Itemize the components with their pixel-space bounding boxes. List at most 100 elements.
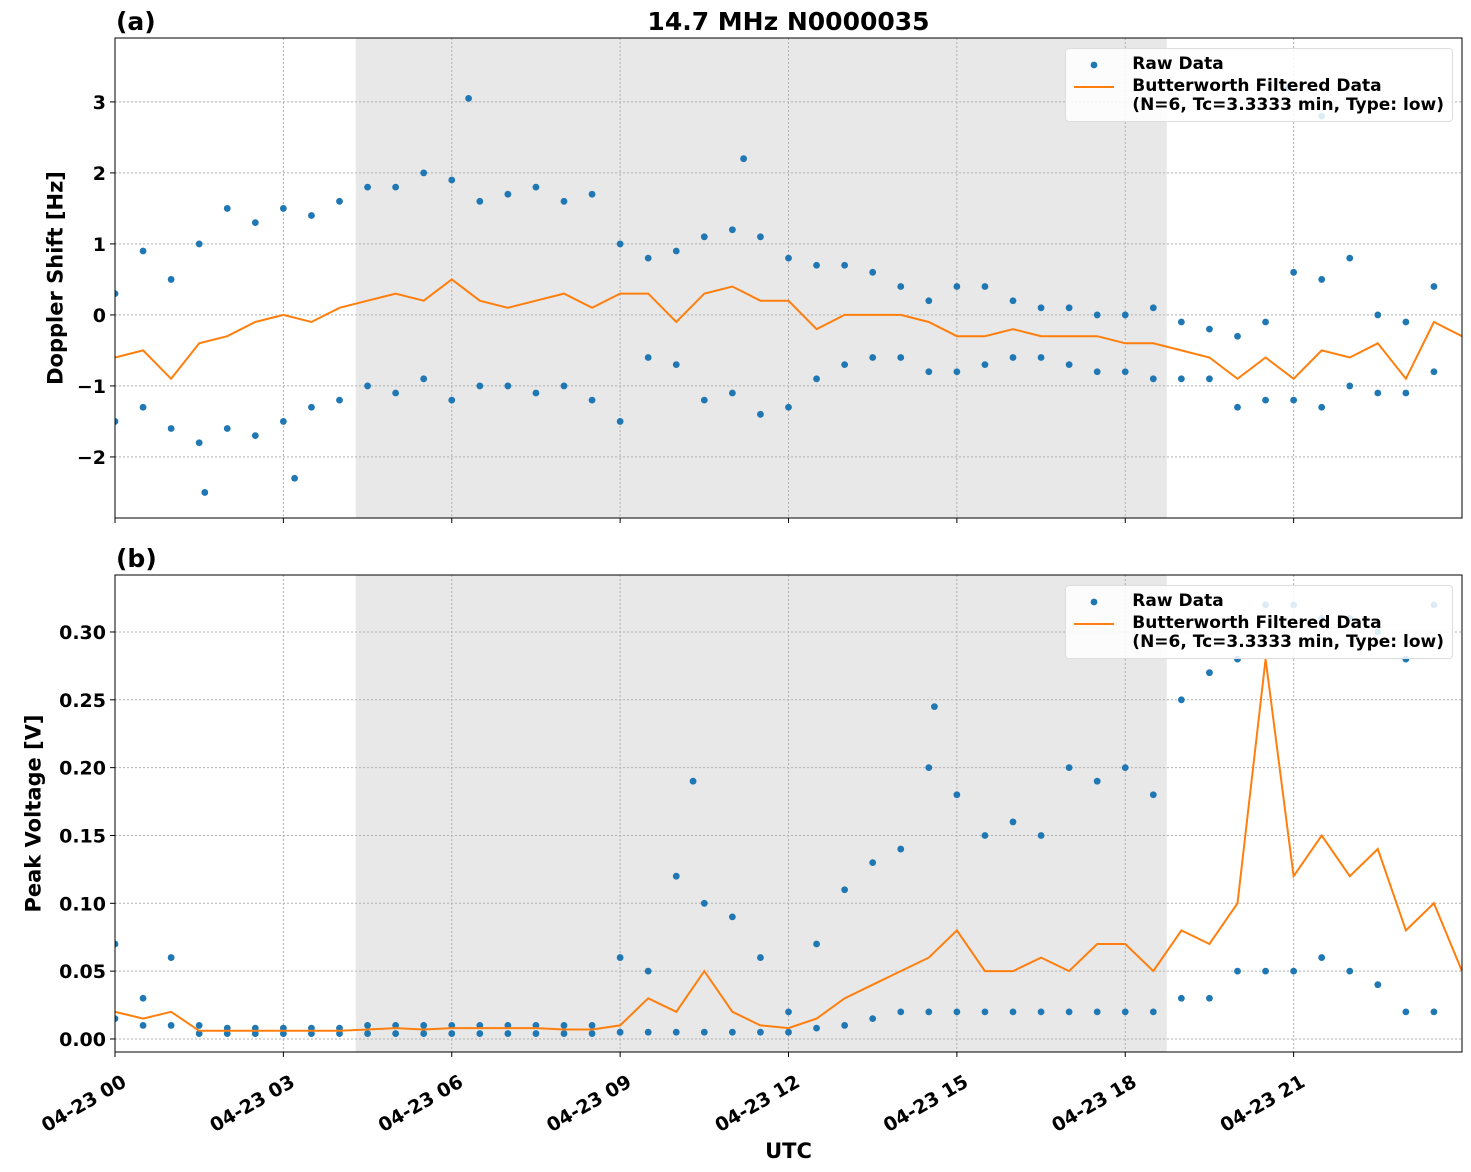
raw-point [897,354,905,361]
raw-point [279,205,287,212]
raw-point [420,169,428,177]
raw-point [195,439,203,447]
x-tick-label: 04-23 00 [38,1071,130,1137]
raw-point [139,247,147,255]
raw-point [813,940,820,948]
raw-point [223,425,231,432]
chart-title: 14.7 MHz N0000035 [647,7,929,36]
raw-point [953,368,961,376]
raw-point [308,403,315,411]
raw-point [195,1022,203,1029]
raw-point [757,410,764,418]
raw-point [336,197,343,205]
raw-point [757,1028,764,1036]
raw-point [897,845,905,853]
raw-point [364,183,371,191]
raw-point [841,261,849,269]
x-tick-label: 04-23 18 [1048,1071,1140,1137]
axes-frame [114,37,1463,519]
raw-point [139,994,147,1002]
raw-point [728,389,736,397]
raw-point [1318,403,1326,411]
raw-point [1374,981,1382,989]
y-tick-label: 0 [93,305,106,327]
legend-marker [1090,61,1098,69]
panel-label: (b) [116,544,157,573]
y-tick-label: 0.30 [59,622,106,644]
raw-point [1234,403,1241,411]
plot-area [115,84,1462,496]
raw-point [616,1028,624,1036]
x-tick-label: 04-23 09 [543,1071,635,1137]
raw-point [700,396,708,404]
raw-point [785,403,792,411]
raw-point [1234,967,1241,975]
raw-point [672,1028,680,1036]
raw-point [392,1030,400,1037]
raw-point [644,354,652,361]
raw-point [931,703,938,710]
raw-point [1290,396,1298,404]
raw-point [1093,777,1101,785]
raw-point [167,276,175,283]
y-tick-label: 0.10 [59,893,106,915]
raw-point [195,1030,203,1037]
legend-key [1074,592,1114,612]
raw-point [672,872,680,880]
raw-point [336,396,343,404]
raw-point [560,197,568,205]
raw-point [616,418,624,425]
raw-point [757,954,764,961]
raw-point [1149,791,1157,799]
raw-point [740,155,747,163]
raw-point [392,183,400,191]
raw-point [785,1028,792,1036]
raw-point [644,967,652,975]
raw-point [1402,389,1410,397]
raw-point [201,489,209,496]
raw-point [700,233,708,241]
raw-point [953,1008,961,1016]
raw-point [1346,967,1354,975]
raw-point [448,396,456,404]
plot-area [115,601,1462,1037]
raw-point [1037,832,1045,839]
raw-point [195,240,203,248]
raw-point [167,1022,175,1029]
panel-label: (a) [116,7,156,36]
raw-point [1121,764,1129,772]
shaded-span [355,575,1167,1052]
raw-point [504,190,512,198]
raw-point [1037,1008,1045,1016]
raw-point [1346,382,1354,390]
raw-point [588,396,596,404]
legend: Raw Data Butterworth Filtered Data (N=6, … [1065,48,1453,122]
legend-entry: Butterworth Filtered Data (N=6, Tc=3.333… [1074,614,1444,652]
raw-point [223,1030,231,1037]
raw-point [672,361,680,369]
legend-key [1074,55,1114,75]
raw-point [1206,325,1213,333]
raw-point [1009,297,1017,305]
x-tick-label: 04-23 21 [1217,1071,1309,1137]
raw-point [560,1030,568,1037]
raw-point [897,283,905,290]
raw-point [420,1030,428,1037]
raw-point [476,1030,484,1037]
raw-point [504,382,512,390]
raw-point [1009,818,1017,826]
legend-label: Butterworth Filtered Data (N=6, Tc=3.333… [1132,76,1444,115]
legend-key [1074,77,1115,97]
raw-point [1121,368,1129,376]
raw-point [223,205,231,212]
x-tick-label: 04-23 03 [206,1071,298,1137]
raw-point [279,1030,287,1037]
legend-key-icon [1074,86,1115,88]
raw-point [279,418,287,425]
raw-point [1206,669,1213,677]
raw-point [813,261,820,269]
raw-point [1402,318,1410,326]
raw-point [1234,332,1241,340]
raw-point [532,389,540,397]
